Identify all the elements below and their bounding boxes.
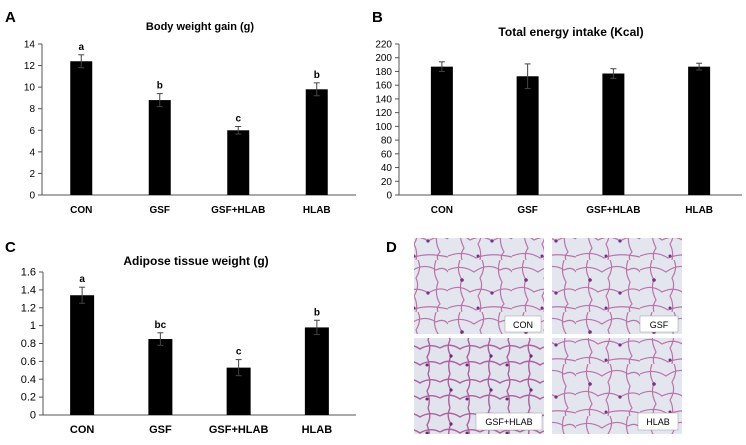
bar [688, 66, 711, 196]
bar [304, 327, 329, 415]
y-tick-label: 60 [381, 149, 393, 160]
chart-adipose-tissue-weight: 0 0.2 0.4 0.6 0.8 1 1.2 1.4 1.6 a CON bc GSF c GSF+HLA… [21, 267, 356, 436]
y-tick-label: 140 [375, 94, 392, 105]
image-label: GSF+HLAB [485, 417, 532, 427]
significance-label: b [314, 307, 320, 318]
significance-label: c [236, 347, 242, 358]
y-tick-label: 1.4 [21, 284, 36, 296]
y-tick-label: 80 [381, 136, 393, 147]
x-tick-label: GSF [517, 205, 538, 216]
bar [516, 76, 539, 195]
y-tick-label: 0 [386, 191, 392, 202]
chart-total-energy-intake: 0 20 40 60 80 100 120 140 160 180 200 220 CON GSF GSF+… [375, 40, 742, 216]
x-tick-label: HLAB [302, 424, 333, 436]
y-tick-label: 200 [375, 53, 392, 64]
significance-label: a [79, 274, 85, 285]
x-tick-label: GSF+HLAB [586, 205, 640, 216]
x-tick-label: GSF [149, 205, 170, 216]
histology-image-gsf-hlab: GSF+HLAB [414, 338, 544, 434]
x-tick-label: HLAB [303, 205, 331, 216]
significance-label: b [157, 81, 163, 92]
x-tick-label: CON [70, 205, 92, 216]
histology-image-gsf: GSF [552, 238, 682, 334]
y-tick-label: 40 [381, 163, 393, 174]
x-tick-label: GSF [149, 424, 172, 436]
y-tick-label: 160 [375, 81, 392, 92]
y-tick-label: 0.4 [21, 374, 36, 386]
y-tick-label: 100 [375, 122, 392, 133]
panel-label: C [5, 239, 16, 256]
significance-label: b [314, 70, 320, 81]
y-tick-label: 0.2 [21, 392, 36, 404]
image-label-box [637, 412, 679, 431]
bar [305, 89, 328, 195]
x-tick-label: CON [431, 205, 453, 216]
y-tick-label: 4 [29, 147, 35, 158]
panel-label: B [372, 9, 383, 26]
y-tick-label: 220 [375, 40, 392, 51]
y-tick-label: 8 [29, 104, 35, 115]
image-label-box [475, 412, 543, 431]
histology-image-hlab: HLAB [552, 338, 682, 434]
bar [70, 295, 95, 415]
x-tick-label: HLAB [685, 205, 713, 216]
bar [148, 339, 173, 415]
bar [70, 61, 93, 195]
image-label: CON [513, 320, 533, 330]
histology-image-con: CON [414, 238, 544, 334]
image-label: HLAB [646, 417, 670, 427]
chart-title: Adipose tissue weight (g) [123, 254, 268, 268]
y-tick-label: 180 [375, 67, 392, 78]
bar [602, 73, 625, 195]
y-tick-label: 20 [381, 177, 393, 188]
y-tick-label: 1.6 [21, 267, 36, 279]
y-tick-label: 0.8 [21, 338, 36, 350]
x-tick-label: GSF+HLAB [211, 205, 265, 216]
bar [227, 130, 250, 195]
y-tick-label: 0.6 [21, 356, 36, 368]
histology-panel: CON GSF GSF+HLAB HLAB [414, 238, 682, 434]
y-tick-label: 1.2 [21, 302, 36, 314]
y-tick-label: 12 [24, 61, 36, 72]
significance-label: a [78, 42, 84, 53]
image-label: GSF [650, 320, 669, 330]
chart-title: Total energy intake (Kcal) [498, 25, 643, 39]
significance-label: c [235, 114, 241, 125]
x-tick-label: CON [70, 424, 95, 436]
y-tick-label: 1 [30, 320, 36, 332]
y-tick-label: 2 [29, 169, 35, 180]
panel-label: A [5, 9, 16, 26]
y-tick-label: 14 [24, 40, 36, 51]
chart-title: Body weight gain (g) [146, 21, 254, 33]
panel-label: D [386, 239, 397, 256]
chart-body-weight-gain: 0 2 4 6 8 10 12 14 a CON b GSF c GSF+HLAB b HLAB [24, 40, 356, 216]
image-label-box [639, 315, 679, 333]
y-tick-label: 10 [24, 83, 36, 94]
significance-label: bc [155, 320, 167, 331]
y-tick-label: 0 [29, 191, 35, 202]
y-tick-label: 0 [30, 410, 36, 422]
bar [148, 100, 171, 195]
bar [430, 66, 453, 196]
y-tick-label: 120 [375, 108, 392, 119]
image-label-box [504, 315, 542, 333]
x-tick-label: GSF+HLAB [209, 424, 269, 436]
y-tick-label: 6 [29, 126, 35, 137]
